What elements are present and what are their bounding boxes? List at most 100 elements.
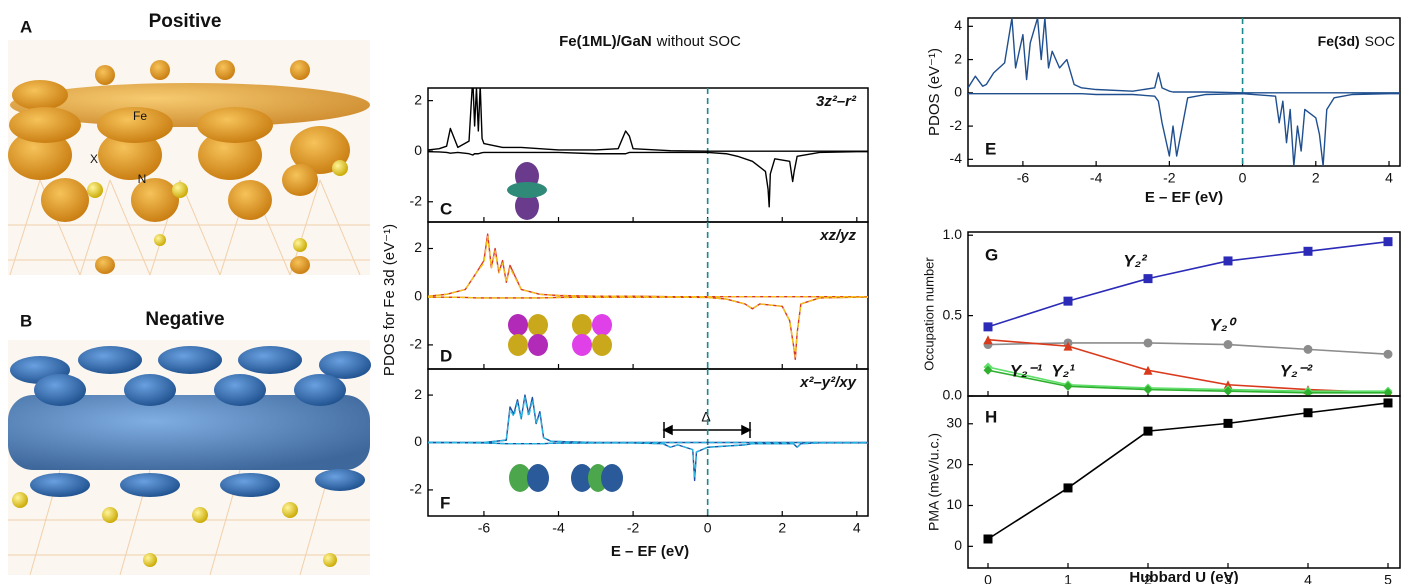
marker bbox=[1223, 418, 1233, 428]
marker bbox=[1143, 385, 1153, 395]
x-tick-label: 3 bbox=[1224, 572, 1232, 584]
y-tick-label: 4 bbox=[954, 17, 962, 33]
y-axis-label: PMA (meV/u.c.) bbox=[926, 433, 942, 531]
y-tick-label: -4 bbox=[950, 150, 963, 166]
y-tick-label: 0.0 bbox=[943, 387, 963, 403]
panel-label: F bbox=[440, 493, 450, 512]
atom-label: X bbox=[90, 152, 98, 166]
series-group bbox=[968, 18, 1400, 166]
marker bbox=[1063, 381, 1073, 391]
atom-label: Fe bbox=[133, 109, 147, 123]
series-line bbox=[428, 151, 868, 208]
series-line bbox=[987, 338, 1389, 394]
y-tick-label: 1.0 bbox=[943, 226, 963, 242]
marker bbox=[1383, 237, 1393, 247]
series-label: Y₂⁻¹ bbox=[1010, 361, 1043, 380]
y-tick-label: -2 bbox=[410, 481, 423, 497]
x-tick-label: 4 bbox=[853, 520, 861, 536]
x-tick-label: 1 bbox=[1064, 572, 1072, 584]
series-label: Y₂² bbox=[1123, 251, 1148, 270]
marker bbox=[1303, 388, 1313, 396]
marker bbox=[983, 365, 993, 375]
curve-label: xz/yz bbox=[819, 227, 856, 244]
x-tick-label: -4 bbox=[1090, 170, 1103, 186]
y-tick-label: -2 bbox=[950, 117, 963, 133]
series-label: Y₂¹ bbox=[1051, 361, 1075, 380]
title-bold: Fe(1ML)/GaN bbox=[559, 33, 652, 50]
x-tick-label: -6 bbox=[1017, 170, 1030, 186]
panel-label: G bbox=[985, 245, 998, 264]
x-tick-label: -2 bbox=[1163, 170, 1176, 186]
panel-label: C bbox=[440, 199, 452, 218]
series-line bbox=[428, 235, 868, 298]
gap-label: Δ bbox=[701, 409, 710, 425]
plot-frame bbox=[967, 17, 1401, 167]
x-tick-label: 0 bbox=[984, 572, 992, 584]
marker bbox=[983, 534, 993, 544]
title-bold: Fe(3d) bbox=[1318, 33, 1360, 49]
marker bbox=[1303, 344, 1313, 354]
marker bbox=[1223, 340, 1233, 350]
panel-label: D bbox=[440, 346, 452, 365]
series-line bbox=[428, 296, 868, 358]
x-axis-label: E – EF (eV) bbox=[611, 543, 689, 560]
x-tick-label: 4 bbox=[1385, 170, 1393, 186]
marker bbox=[1143, 274, 1153, 284]
panel-title: Negative bbox=[145, 309, 224, 330]
series-group bbox=[428, 394, 868, 482]
y-tick-label: -2 bbox=[410, 336, 423, 352]
y-tick-label: 0 bbox=[414, 287, 422, 303]
y-tick-label: 20 bbox=[946, 455, 962, 471]
y-tick-label: 0 bbox=[954, 537, 962, 553]
y-tick-label: -2 bbox=[410, 192, 423, 208]
series-group bbox=[983, 398, 1393, 544]
figure-title: Fe(1ML)/GaN without SOC bbox=[559, 33, 741, 50]
series-label: Y₂⁻² bbox=[1280, 361, 1314, 380]
chart-title: Fe(3d) SOC bbox=[1318, 33, 1395, 49]
y-tick-label: 0 bbox=[414, 433, 422, 449]
panel-label: A bbox=[20, 17, 32, 36]
marker bbox=[983, 322, 993, 332]
x-axis-label: E – EF (eV) bbox=[1145, 189, 1223, 206]
y-tick-label: 30 bbox=[946, 414, 962, 430]
marker bbox=[1383, 398, 1393, 408]
panel-label: E bbox=[985, 139, 996, 158]
x-tick-label: 5 bbox=[1384, 572, 1392, 584]
series-line bbox=[428, 441, 868, 482]
marker bbox=[1303, 246, 1313, 256]
series-line bbox=[987, 240, 1389, 328]
x-tick-label: 0 bbox=[704, 520, 712, 536]
series-line bbox=[428, 441, 868, 479]
marker bbox=[1143, 365, 1153, 375]
panel-b-graphic bbox=[8, 340, 371, 576]
panel-label: B bbox=[20, 311, 32, 330]
series-group bbox=[428, 88, 868, 208]
series-label: Y₂⁰ bbox=[1210, 315, 1238, 334]
series-line bbox=[428, 88, 868, 152]
marker bbox=[1223, 256, 1233, 266]
curve-label: x²–y²/xy bbox=[799, 374, 857, 391]
title-rest: SOC bbox=[1365, 33, 1395, 49]
series-line bbox=[428, 296, 868, 361]
series-line bbox=[987, 342, 1389, 355]
x-tick-label: -2 bbox=[627, 520, 640, 536]
orbital-icons bbox=[507, 162, 623, 492]
curve-label: 3z²–r² bbox=[816, 93, 857, 110]
marker bbox=[1383, 388, 1393, 396]
x-tick-label: -6 bbox=[478, 520, 491, 536]
x-tick-label: 2 bbox=[1144, 572, 1152, 584]
marker bbox=[1143, 338, 1153, 348]
y-tick-label: 2 bbox=[414, 239, 422, 255]
marker bbox=[1223, 386, 1233, 396]
series-line bbox=[987, 402, 1389, 540]
series-line bbox=[968, 92, 1400, 166]
y-axis-label: PDOS (eV⁻¹) bbox=[926, 48, 943, 136]
x-tick-label: 2 bbox=[778, 520, 786, 536]
marker bbox=[1143, 426, 1153, 436]
marker bbox=[1303, 408, 1313, 418]
plot-frame bbox=[427, 221, 869, 370]
y-tick-label: 2 bbox=[954, 50, 962, 66]
y-axis-label: PDOS for Fe 3d (eV⁻¹) bbox=[381, 224, 398, 376]
series-line bbox=[428, 233, 868, 298]
